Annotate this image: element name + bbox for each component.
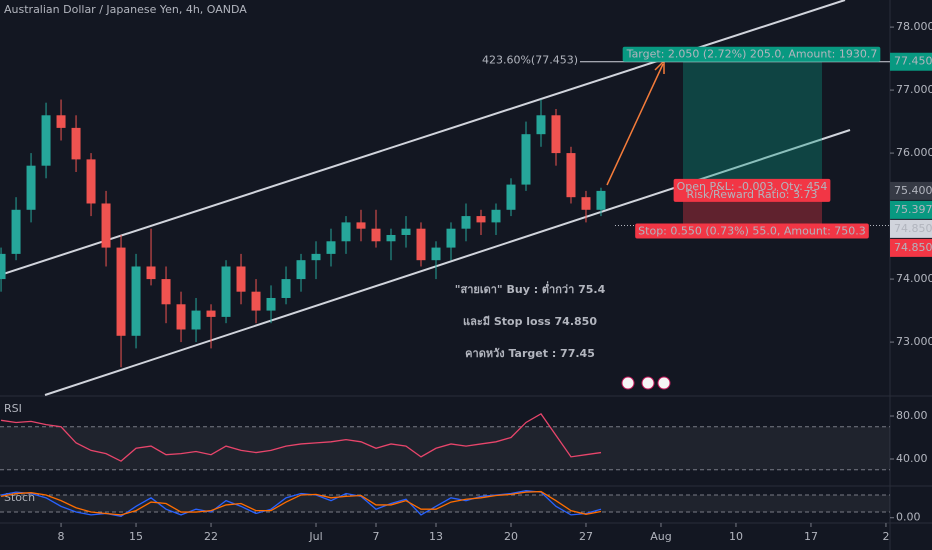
candle-body: [221, 266, 231, 317]
channel-line: [44, 129, 851, 396]
y-tick-label: 78.000: [896, 20, 932, 33]
candle-body: [461, 216, 471, 229]
candle-body: [341, 222, 351, 242]
candle-body: [86, 159, 96, 204]
price-label: 74.850: [894, 241, 932, 254]
price-label-bg: [890, 238, 932, 257]
price-label-bg: [890, 200, 932, 219]
y-tick-label: 40.00: [896, 452, 928, 465]
y-tick-label: 0.00: [896, 511, 921, 524]
candle-body: [236, 266, 246, 292]
candle-body: [101, 203, 111, 248]
level-band: [0, 494, 890, 513]
candle-body: [116, 247, 126, 336]
position-tool: [683, 61, 822, 226]
target-label: Target: 2.050 (2.72%) 205.0, Amount: 193…: [626, 48, 878, 61]
channel-line: [0, 0, 846, 276]
candle-body: [551, 115, 561, 154]
y-tick-label: 77.000: [896, 83, 932, 96]
target-zone: [683, 61, 822, 191]
pnl-label: Open P&L: -0.003, Qty: 454: [677, 180, 828, 193]
price-pane: [0, 99, 606, 368]
price-label: 77.450: [894, 55, 932, 68]
x-tick-label: 8: [58, 530, 65, 543]
candle-body: [446, 228, 456, 248]
candle-body: [311, 253, 321, 261]
emoji-icons: [621, 376, 671, 390]
candle-body: [326, 241, 336, 254]
note-line: คาดหวัง Target : 77.45: [465, 347, 595, 360]
candle-body: [566, 153, 576, 198]
rr-label: Risk/Reward Ratio: 3.73: [687, 188, 818, 201]
x-tick-label: 2: [882, 530, 889, 543]
candle-body: [476, 216, 486, 223]
candle-body: [41, 115, 51, 166]
indicator-line: [0, 490, 602, 517]
candle-body: [581, 197, 591, 210]
candle-body: [146, 266, 156, 280]
candle-body: [26, 165, 36, 210]
candle-body: [266, 297, 276, 311]
x-tick-label: 20: [504, 530, 518, 543]
fib-label: 423.60%(77.453): [482, 54, 578, 67]
candle-body: [191, 310, 201, 330]
y-tick-label: 73.000: [896, 335, 932, 348]
candle-body: [176, 304, 186, 330]
indicator-line: [0, 413, 602, 462]
target-label-bg: [622, 46, 881, 62]
candle-body: [506, 184, 516, 210]
price-label: 75.397: [894, 203, 932, 216]
x-tick-label: Aug: [650, 530, 671, 543]
candle-body: [71, 127, 81, 160]
y-tick-label: 80.00: [896, 409, 928, 422]
candle-body: [11, 209, 21, 254]
x-tick-label: 13: [429, 530, 443, 543]
projection-arrow: [606, 63, 664, 186]
x-tick-label: 22: [204, 530, 218, 543]
candle-body: [521, 134, 531, 185]
level-band: [0, 426, 890, 470]
candle-body: [416, 228, 426, 261]
candle-body: [356, 222, 366, 229]
price-label: 74.850: [894, 222, 932, 235]
price-label-bg: [890, 219, 932, 238]
x-tick-label: 15: [129, 530, 143, 543]
x-tick-label: 27: [579, 530, 593, 543]
y-tick-label: 76.000: [896, 146, 932, 159]
indicator-line: [0, 490, 602, 516]
note-line: และมี Stop loss 74.850: [463, 315, 597, 328]
candle-body: [206, 310, 216, 317]
candle-body: [386, 234, 396, 242]
candle-body: [251, 291, 261, 311]
candle-body: [431, 247, 441, 261]
candle-body: [596, 190, 606, 210]
x-tick-label: 10: [729, 530, 743, 543]
price-label-bg: [890, 52, 932, 71]
candle-body: [161, 279, 171, 305]
pane-title: RSI: [4, 402, 22, 415]
price-label: 75.400: [894, 184, 932, 197]
candle-body: [536, 115, 546, 135]
pnl-box: [673, 178, 831, 202]
candle-body: [296, 260, 306, 280]
price-label-bg: [890, 181, 932, 200]
x-tick-label: 17: [804, 530, 818, 543]
stop-label-bg: [635, 223, 869, 239]
candle-body: [281, 279, 291, 298]
candle-body: [56, 115, 66, 128]
x-tick-label: Jul: [308, 530, 322, 543]
y-tick-label: 74.000: [896, 272, 932, 285]
candle-body: [371, 228, 381, 242]
stop-label: Stop: 0.550 (0.73%) 55.0, Amount: 750.3: [638, 225, 866, 238]
candle-body: [491, 209, 501, 223]
chart-title: Australian Dollar / Japanese Yen, 4h, OA…: [4, 3, 247, 16]
note-line: "สายเดา" Buy : ต่ำกว่า 75.4: [455, 281, 606, 296]
candle-body: [0, 253, 6, 280]
candle-body: [131, 266, 141, 336]
candle-body: [401, 228, 411, 235]
x-tick-label: 7: [373, 530, 380, 543]
